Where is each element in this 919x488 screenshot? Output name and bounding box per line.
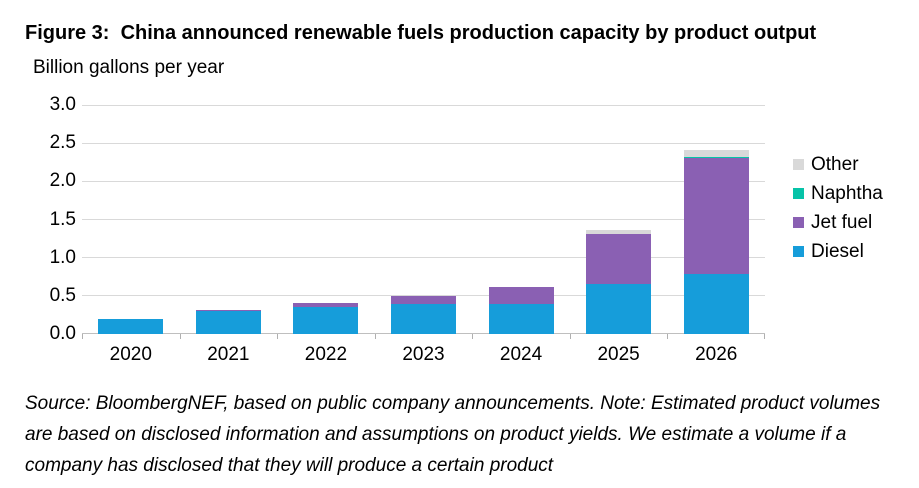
x-tick-label-2022: 2022: [304, 344, 348, 365]
x-axis-tick: [82, 334, 83, 339]
x-axis-tick: [277, 334, 278, 339]
x-tick-label-2020: 2020: [109, 344, 152, 365]
x-tick-label-2025: 2025: [597, 344, 640, 365]
gridline-1.5: [82, 219, 765, 220]
bar-2026-jet-fuel: [683, 158, 749, 275]
gridline-3.0: [82, 104, 765, 106]
x-tick-label-2024: 2024: [499, 344, 543, 365]
bar-2023-diesel: [391, 304, 456, 334]
gridline-2.0: [82, 180, 765, 182]
bar-2021-jet-fuel: [195, 309, 261, 312]
bar-2021-diesel: [195, 311, 261, 334]
bar-2025-jet-fuel: [586, 234, 652, 285]
bar-2020-diesel: [98, 319, 164, 334]
legend-label-diesel: Diesel: [811, 240, 864, 262]
legend-label-other: Other: [811, 153, 859, 175]
legend: Other Naphtha Jet fuel Diesel: [793, 150, 883, 266]
bar-2022-diesel: [293, 307, 359, 334]
y-axis-unit-label: Billion gallons per year: [33, 57, 225, 78]
legend-item-jet-fuel: Jet fuel: [793, 208, 883, 237]
y-tick-label-3.0: 3.0: [49, 94, 76, 115]
bar-2026-diesel: [683, 274, 749, 334]
x-tick-label-2021: 2021: [207, 344, 250, 365]
legend-swatch-diesel: [793, 246, 804, 257]
y-tick-label-2.5: 2.5: [49, 132, 76, 154]
legend-item-diesel: Diesel: [793, 237, 883, 266]
legend-item-naphtha: Naphtha: [793, 179, 883, 208]
bar-2023-jet-fuel: [391, 295, 456, 305]
legend-swatch-other: [793, 159, 804, 170]
y-tick-label-0.5: 0.5: [49, 284, 76, 306]
x-tick-label-2023: 2023: [402, 344, 445, 365]
x-axis-tick: [764, 334, 765, 339]
x-tick-label-2026: 2026: [695, 344, 738, 365]
legend-swatch-jet-fuel: [793, 217, 804, 228]
y-tick-label-2.0: 2.0: [49, 170, 76, 192]
bar-2026-other: [683, 150, 749, 157]
gridline-2.5: [82, 142, 765, 144]
legend-label-jet-fuel: Jet fuel: [811, 211, 873, 233]
x-axis-tick: [667, 334, 668, 339]
gridline-1.0: [82, 257, 765, 259]
legend-label-naphtha: Naphtha: [811, 182, 883, 204]
x-axis-tick: [472, 334, 473, 339]
legend-swatch-naphtha: [793, 188, 804, 199]
y-tick-label-1.5: 1.5: [49, 208, 76, 230]
x-axis-tick: [375, 334, 376, 339]
bar-2025-diesel: [586, 284, 652, 334]
plot-area: [82, 104, 765, 339]
bar-2024-diesel: [488, 304, 554, 334]
bar-2026-naphtha: [683, 156, 749, 159]
bar-2025-other: [586, 230, 652, 234]
bar-2024-jet-fuel: [488, 286, 554, 305]
y-tick-label-0.0: 0.0: [49, 323, 76, 344]
bar-2022-jet-fuel: [293, 303, 359, 308]
source-note: Source: BloombergNEF, based on public co…: [25, 393, 881, 476]
figure-title: Figure 3: China announced renewable fuel…: [25, 22, 817, 44]
y-tick-label-1.0: 1.0: [49, 246, 76, 268]
x-axis-tick: [570, 334, 571, 339]
legend-item-other: Other: [793, 150, 883, 179]
x-axis-tick: [180, 334, 181, 339]
